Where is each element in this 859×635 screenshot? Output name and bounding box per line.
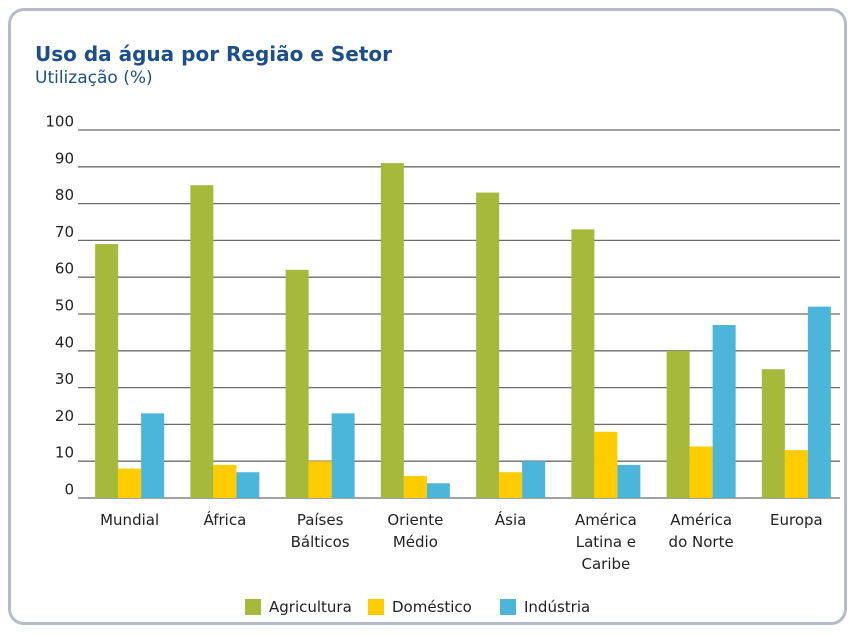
bar	[190, 185, 214, 498]
y-tick-label: 20	[55, 407, 74, 425]
bar	[403, 475, 427, 498]
bar	[236, 472, 260, 498]
bar	[761, 369, 785, 498]
x-tick-label: América Latina e Caribe	[574, 511, 637, 573]
bar	[213, 464, 237, 498]
y-tick-label: 90	[55, 149, 74, 167]
y-tick-label: 100	[45, 113, 74, 131]
legend-swatch	[368, 599, 384, 615]
bar	[308, 461, 332, 498]
bar	[712, 325, 736, 498]
legend-item: Agricultura	[245, 598, 352, 616]
bar	[571, 229, 595, 499]
bar	[331, 413, 355, 498]
bar	[499, 472, 523, 498]
bar	[807, 306, 831, 498]
y-tick-label: 40	[55, 333, 74, 351]
chart-subtitle: Utilização (%)	[35, 68, 153, 88]
bar	[666, 350, 690, 498]
x-tick-label: África	[203, 511, 247, 529]
y-tick-label: 70	[55, 223, 74, 241]
x-tick-label: Mundial	[100, 511, 160, 529]
y-tick-label: 0	[64, 481, 74, 499]
x-tick-label: América do Norte	[668, 511, 734, 551]
x-tick-label: Europa	[770, 511, 823, 529]
bar	[522, 461, 546, 498]
bar	[380, 163, 404, 498]
legend-item: Indústria	[500, 598, 590, 616]
legend-label: Doméstico	[392, 598, 472, 616]
bar	[784, 450, 808, 498]
x-tick-label: Ásia	[494, 511, 527, 529]
bar	[285, 269, 309, 498]
legend-swatch	[500, 599, 516, 615]
y-tick-label: 10	[55, 444, 74, 462]
legend-label: Agricultura	[269, 598, 352, 616]
bar	[95, 244, 119, 498]
legend-label: Indústria	[524, 598, 591, 616]
y-tick-label: 60	[55, 260, 74, 278]
bar	[118, 468, 142, 498]
bar	[689, 446, 713, 498]
bar	[476, 192, 500, 498]
bar	[141, 413, 165, 498]
legend-item: Doméstico	[368, 598, 472, 616]
y-tick-label: 30	[55, 370, 74, 388]
x-tick-label: Oriente Médio	[387, 511, 444, 551]
bar	[426, 483, 450, 498]
x-tick-label: Países Bálticos	[290, 511, 350, 551]
bar	[594, 431, 618, 498]
bar	[617, 464, 641, 498]
legend-swatch	[245, 599, 261, 615]
y-tick-label: 80	[55, 186, 74, 204]
frame	[8, 8, 847, 625]
y-tick-label: 50	[55, 297, 74, 315]
chart-title: Uso da água por Região e Setor	[35, 42, 393, 66]
